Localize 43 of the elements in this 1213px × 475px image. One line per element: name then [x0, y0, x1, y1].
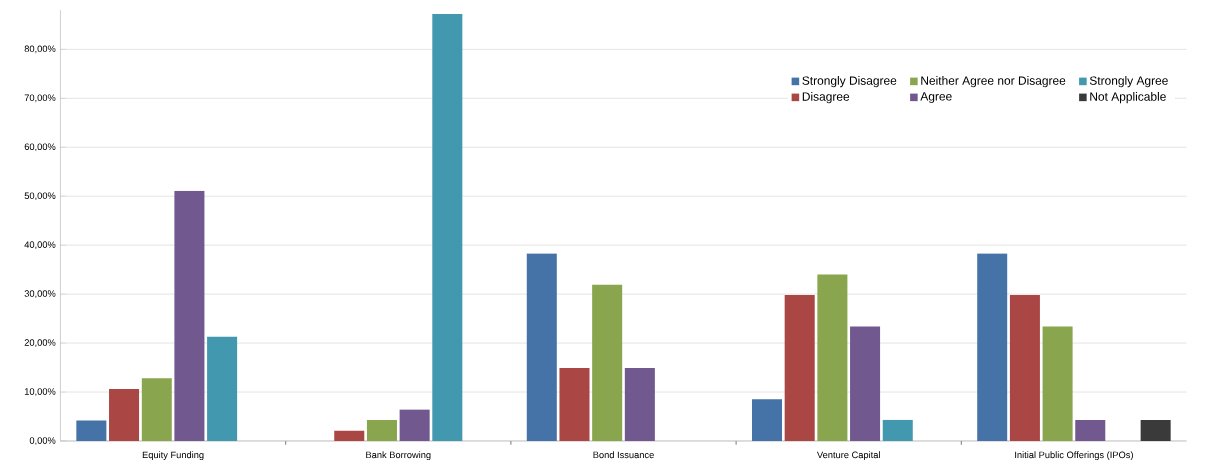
y-tick-label: 10,00% [24, 388, 56, 396]
bar [1140, 419, 1171, 441]
y-tick-label: 80,00% [24, 45, 56, 54]
y-tick-label: 50,00% [24, 192, 56, 201]
bar [817, 274, 848, 441]
bar [174, 190, 205, 441]
x-tick-label: Initial Public Offerings (IPOs) [1015, 451, 1133, 461]
bar [559, 368, 590, 441]
bar [752, 399, 783, 441]
y-tick-label: 70,00% [24, 94, 56, 103]
x-tick-label: Venture Capital [816, 451, 880, 461]
x-tick-label: Bond Issuance [593, 451, 654, 459]
x-tick-label: Bank Borrowing [366, 451, 431, 461]
x-tick-label: Equity Funding [142, 451, 204, 461]
bar [1042, 326, 1073, 441]
bar [624, 368, 655, 441]
legend-label: Agree [920, 92, 952, 103]
bar [109, 389, 140, 441]
legend-label: Neither Agree nor Disagree [921, 76, 1066, 88]
y-tick-label: 40,00% [24, 241, 56, 249]
bar [1009, 295, 1040, 441]
y-tick-label: 30,00% [24, 290, 56, 298]
bar [207, 336, 238, 441]
bar [1075, 419, 1106, 441]
legend-label: Disagree [802, 92, 850, 104]
bar [977, 253, 1008, 441]
bar [366, 419, 397, 441]
bar [850, 326, 881, 441]
bar [592, 284, 623, 441]
bar [526, 253, 557, 441]
y-tick-label: 20,00% [24, 339, 56, 347]
y-tick-label: 60,00% [24, 143, 56, 152]
bar [882, 419, 913, 441]
legend-label: Not Applicable [1090, 92, 1166, 104]
bar [141, 378, 172, 441]
bar [334, 430, 365, 441]
legend-label: Strongly Disagree [802, 76, 897, 88]
bar [432, 14, 463, 441]
bar [76, 420, 107, 441]
bar [784, 295, 815, 441]
bar [399, 409, 430, 441]
legend-label: Strongly Agree [1089, 76, 1168, 88]
y-tick-label: 0,00% [29, 437, 56, 445]
